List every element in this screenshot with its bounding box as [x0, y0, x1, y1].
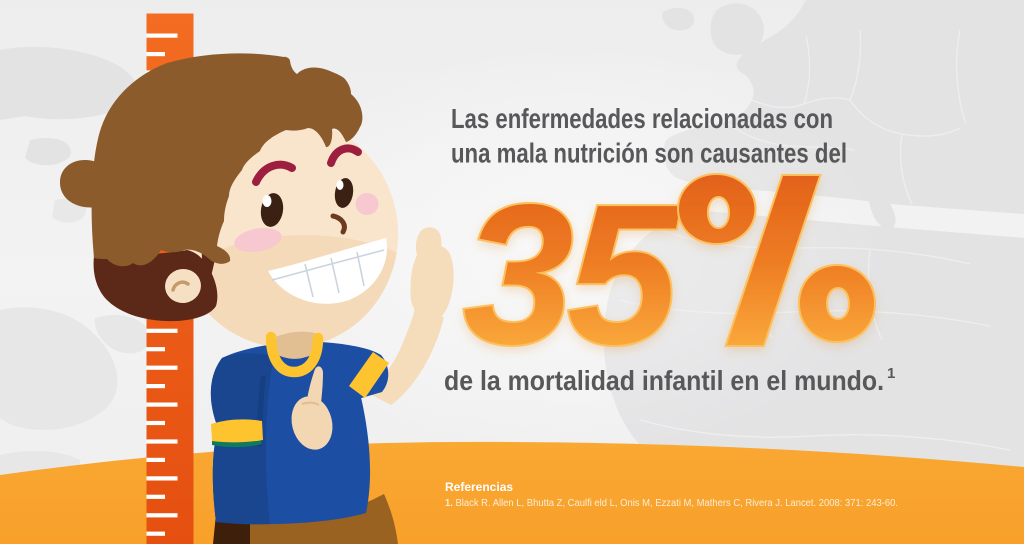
svg-text:de la mortalidad infantil en e: de la mortalidad infantil en el mundo.	[444, 365, 884, 396]
svg-text:Referencias: Referencias	[445, 480, 513, 494]
svg-text:1: 1	[887, 365, 895, 382]
svg-text:1. Black R. Allen L, Bhutta Z,: 1. Black R. Allen L, Bhutta Z, Caulfi el…	[445, 497, 898, 509]
svg-text:una mala nutrición son causant: una mala nutrición son causantes del	[451, 138, 847, 169]
svg-text:35: 35	[463, 164, 680, 386]
svg-text:Las enfermedades relacionadas: Las enfermedades relacionadas con	[451, 103, 833, 134]
